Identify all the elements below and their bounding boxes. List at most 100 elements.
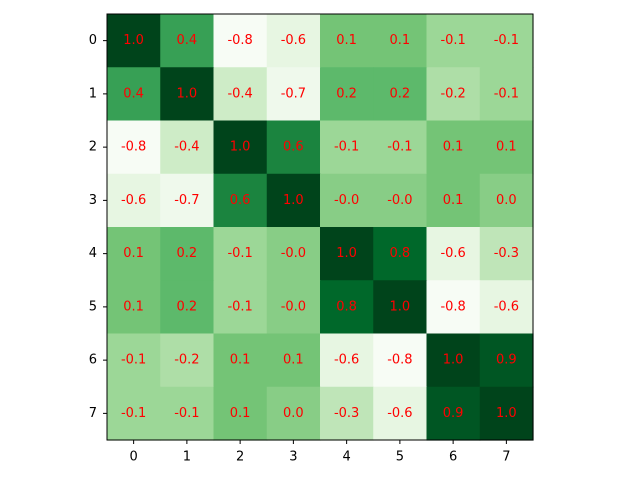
cell-value-label-2-2: 1.0 [230, 140, 251, 155]
heatmap-cell-5-2 [213, 280, 268, 335]
y-tick-label-0: 0 [89, 33, 97, 48]
x-tick-label-2: 2 [236, 450, 244, 465]
cell-value-label-5-1: 0.2 [177, 299, 198, 314]
cell-value-label-2-6: 0.1 [443, 140, 464, 155]
cell-value-label-4-6: -0.6 [440, 246, 465, 261]
heatmap-cell-2-1 [160, 120, 215, 175]
heatmap-cell-0-1 [160, 14, 215, 68]
heatmap-cell-4-6 [426, 227, 481, 281]
cell-value-label-2-3: 0.6 [283, 140, 304, 155]
heatmap-cells [107, 14, 534, 441]
heatmap-cell-0-2 [213, 14, 268, 68]
heatmap-cell-6-5 [373, 333, 428, 388]
x-tick-label-7: 7 [502, 450, 510, 465]
cell-value-label-1-5: 0.2 [390, 86, 411, 101]
cell-value-label-1-0: 0.4 [123, 86, 144, 101]
cell-value-label-6-0: -0.1 [121, 353, 146, 368]
cell-value-label-6-3: 0.1 [283, 353, 304, 368]
heatmap-cell-7-7 [479, 386, 534, 441]
heatmap-cell-labels: 1.0 0.4 -0.8 -0.6 0.1 0.1 -0.1 -0.1 0.4 1.0 -0.4 -0… [121, 33, 519, 421]
cell-value-label-1-2: -0.4 [227, 86, 252, 101]
cell-value-label-2-7: 0.1 [496, 140, 517, 155]
cell-value-label-0-0: 1.0 [123, 33, 144, 48]
heatmap-cell-7-3 [266, 386, 321, 441]
heatmap-cell-1-7 [479, 67, 534, 122]
heatmap-cell-2-2 [213, 120, 268, 175]
cell-value-label-1-1: 1.0 [177, 86, 198, 101]
heatmap-cell-2-7 [479, 120, 534, 175]
cell-value-label-6-4: -0.6 [334, 353, 359, 368]
y-tick-label-5: 5 [89, 299, 97, 314]
x-axis: 0 1 2 3 4 5 6 7 [129, 440, 511, 465]
heatmap-cell-6-0 [107, 333, 161, 388]
cell-value-label-2-4: -0.1 [334, 140, 359, 155]
cell-value-label-5-0: 0.1 [123, 299, 144, 314]
heatmap-cell-0-0 [107, 14, 161, 68]
heatmap-cell-2-0 [107, 120, 161, 175]
heatmap-cell-1-5 [373, 67, 428, 122]
cell-value-label-6-2: 0.1 [230, 353, 251, 368]
heatmap-cell-0-4 [320, 14, 374, 68]
x-tick-label-4: 4 [342, 450, 350, 465]
cell-value-label-3-3: 1.0 [283, 193, 304, 208]
cell-value-label-6-7: 0.9 [496, 353, 517, 368]
heatmap-cell-7-0 [107, 386, 161, 441]
cell-value-label-6-5: -0.8 [387, 353, 412, 368]
heatmap-cell-7-2 [213, 386, 268, 441]
heatmap-cell-2-4 [320, 120, 374, 175]
cell-value-label-4-7: -0.3 [494, 246, 519, 261]
cell-value-label-6-6: 1.0 [443, 353, 464, 368]
cell-value-label-4-0: 0.1 [123, 246, 144, 261]
heatmap-cell-6-4 [320, 333, 374, 388]
y-tick-label-1: 1 [89, 86, 97, 101]
cell-value-label-4-1: 0.2 [177, 246, 198, 261]
cell-value-label-0-4: 0.1 [336, 33, 357, 48]
heatmap-cell-5-7 [479, 280, 534, 335]
heatmap-cell-5-4 [320, 280, 374, 335]
heatmap-cell-2-5 [373, 120, 428, 175]
heatmap-cell-4-4 [320, 227, 374, 281]
heatmap-cell-7-6 [426, 386, 481, 441]
y-axis: 0 1 2 3 4 5 6 7 [89, 33, 107, 421]
cell-value-label-5-2: -0.1 [227, 299, 252, 314]
cell-value-label-3-1: -0.7 [174, 193, 199, 208]
cell-value-label-5-7: -0.6 [494, 299, 519, 314]
cell-value-label-1-4: 0.2 [336, 86, 357, 101]
heatmap-cell-1-1 [160, 67, 215, 122]
heatmap-cell-6-1 [160, 333, 215, 388]
cell-value-label-0-1: 0.4 [177, 33, 198, 48]
heatmap-cell-1-4 [320, 67, 374, 122]
heatmap-cell-4-7 [479, 227, 534, 281]
cell-value-label-0-7: -0.1 [494, 33, 519, 48]
cell-value-label-3-7: 0.0 [496, 193, 517, 208]
y-tick-label-4: 4 [89, 246, 97, 261]
plot-frame [106, 13, 534, 441]
heatmap-cell-1-3 [266, 67, 321, 122]
heatmap-cell-3-0 [107, 173, 161, 228]
cell-value-label-4-5: 0.8 [390, 246, 411, 261]
y-tick-label-6: 6 [89, 353, 97, 368]
heatmap-cell-0-6 [426, 14, 481, 68]
heatmap-cell-0-7 [479, 14, 534, 68]
heatmap-cell-1-6 [426, 67, 481, 122]
cell-value-label-5-5: 1.0 [390, 299, 411, 314]
x-tick-label-1: 1 [183, 450, 191, 465]
heatmap-cell-3-6 [426, 173, 481, 228]
cell-value-label-7-4: -0.3 [334, 406, 359, 421]
heatmap-cell-3-2 [213, 173, 268, 228]
cell-value-label-2-0: -0.8 [121, 140, 146, 155]
x-tick-label-3: 3 [289, 450, 297, 465]
x-tick-label-0: 0 [129, 450, 137, 465]
cell-value-label-7-6: 0.9 [443, 406, 464, 421]
cell-value-label-3-5: -0.0 [387, 193, 412, 208]
heatmap-cell-5-3 [266, 280, 321, 335]
heatmap-cell-7-5 [373, 386, 428, 441]
cell-value-label-7-0: -0.1 [121, 406, 146, 421]
cell-value-label-7-5: -0.6 [387, 406, 412, 421]
cell-value-label-3-4: -0.0 [334, 193, 359, 208]
cell-value-label-0-5: 0.1 [390, 33, 411, 48]
heatmap-cell-6-2 [213, 333, 268, 388]
heatmap-cell-3-5 [373, 173, 428, 228]
